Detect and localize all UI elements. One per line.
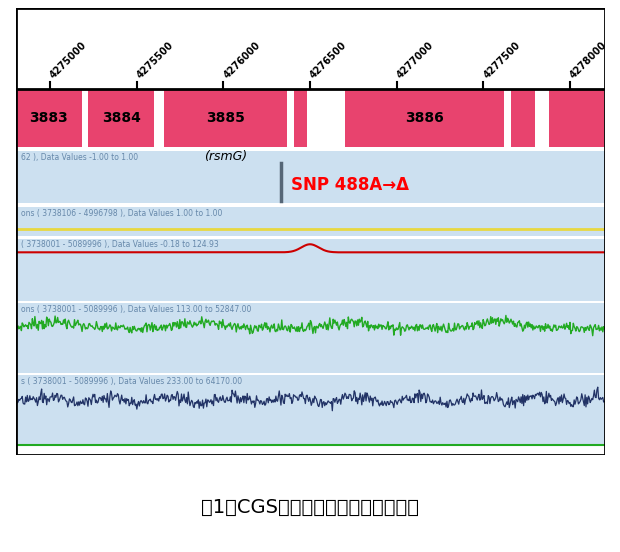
Bar: [294, 89, 306, 147]
Text: s ( 3738001 - 5089996 ), Data Values 233.00 to 64170.00: s ( 3738001 - 5089996 ), Data Values 233…: [20, 376, 242, 386]
Bar: [16, 238, 604, 301]
Text: 4278000: 4278000: [568, 40, 609, 81]
Bar: [535, 89, 549, 147]
Text: 4275000: 4275000: [48, 40, 89, 81]
Bar: [504, 89, 511, 147]
Bar: [306, 89, 345, 147]
Text: 4276000: 4276000: [222, 40, 262, 81]
Bar: [16, 8, 604, 89]
Text: ons ( 3738106 - 4996798 ), Data Values 1.00 to 1.00: ons ( 3738106 - 4996798 ), Data Values 1…: [20, 209, 222, 218]
Bar: [88, 89, 154, 147]
Text: 図1　CGS法による変異遙伝子の同定: 図1 CGS法による変異遙伝子の同定: [201, 498, 419, 517]
Bar: [16, 304, 604, 373]
Text: 3886: 3886: [405, 111, 444, 125]
Text: ons ( 3738001 - 5089996 ), Data Values 113.00 to 52847.00: ons ( 3738001 - 5089996 ), Data Values 1…: [20, 305, 251, 314]
Text: 3884: 3884: [102, 111, 141, 125]
Text: 4277500: 4277500: [482, 40, 522, 81]
Bar: [164, 89, 288, 147]
Text: 4276500: 4276500: [308, 40, 348, 81]
Text: (rsmG): (rsmG): [203, 151, 247, 163]
Bar: [345, 89, 504, 147]
Bar: [16, 207, 604, 236]
Bar: [154, 89, 164, 147]
Bar: [16, 151, 604, 203]
Bar: [16, 89, 82, 147]
Bar: [511, 89, 535, 147]
Text: 3885: 3885: [206, 111, 246, 125]
Bar: [288, 89, 294, 147]
Bar: [549, 89, 604, 147]
Bar: [82, 89, 88, 147]
Bar: [16, 375, 604, 447]
Text: SNP 488A→Δ: SNP 488A→Δ: [291, 176, 409, 194]
Text: 3883: 3883: [30, 111, 68, 125]
Text: 4277000: 4277000: [395, 40, 435, 81]
Text: 4275500: 4275500: [135, 40, 175, 81]
Text: 62 ), Data Values -1.00 to 1.00: 62 ), Data Values -1.00 to 1.00: [20, 153, 138, 162]
Text: ( 3738001 - 5089996 ), Data Values -0.18 to 124.93: ( 3738001 - 5089996 ), Data Values -0.18…: [20, 240, 218, 250]
Bar: [16, 89, 604, 147]
